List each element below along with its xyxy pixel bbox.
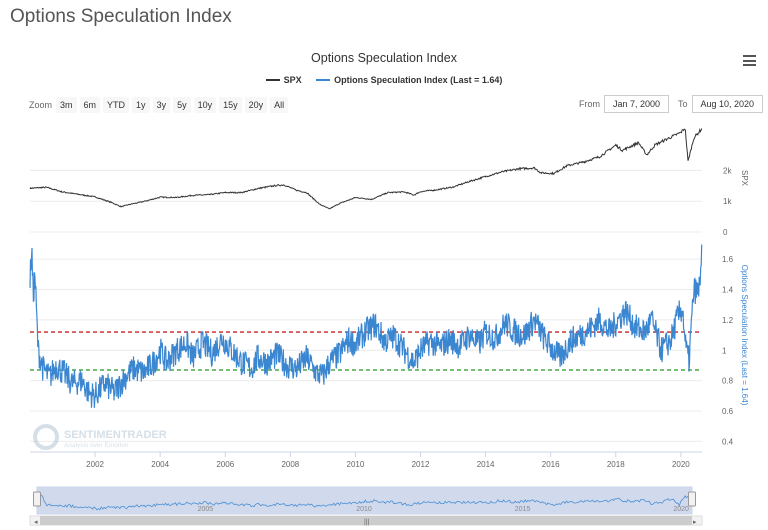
zoom-button-3y[interactable]: 3y	[152, 97, 171, 113]
range-from-label: From	[579, 99, 600, 109]
zoom-button-10y[interactable]: 10y	[193, 97, 217, 113]
osi-tick-label: 1.4	[722, 286, 734, 295]
chart-title: Options Speculation Index	[311, 51, 457, 65]
legend-swatch-osi	[316, 79, 331, 81]
spx-tick-label: 0	[723, 228, 728, 237]
spx-tick-label: 2k	[723, 166, 732, 175]
zoom-button-15y[interactable]: 15y	[219, 97, 242, 113]
legend-label-osi: Options Speculation Index (Last = 1.64)	[334, 75, 503, 85]
grid-lines	[30, 169, 702, 442]
osi-tick-label: 0.4	[722, 437, 734, 446]
watermark-logo-icon	[33, 424, 59, 450]
zoom-button-ytd[interactable]: YTD	[103, 97, 130, 113]
navigator-year-label: 2015	[515, 506, 531, 513]
legend-swatch-spx	[265, 79, 280, 81]
zoom-button-6m[interactable]: 6m	[79, 97, 101, 113]
scrollbar-grip-icon[interactable]: |||	[364, 519, 370, 526]
osi-tick-label: 0.8	[722, 377, 734, 386]
scrollbar-thumb[interactable]	[40, 516, 692, 525]
spx-axis-title: SPX	[740, 170, 749, 187]
osi-tick-label: 1.2	[722, 316, 734, 325]
watermark-tagline: Analysis over Emotion	[64, 442, 129, 449]
range-to-input[interactable]: Aug 10, 2020	[691, 95, 764, 113]
osi-axis-title: Options Speculation Index (Last = 1.64)	[740, 265, 749, 406]
x-tick-label: 2010	[347, 460, 365, 469]
x-tick-label: 2016	[542, 460, 560, 469]
navigator-year-label: 2010	[356, 506, 372, 513]
x-tick-label: 2002	[86, 460, 104, 469]
axes: 2k 1k 0 1.6 1.4 1.2 1 0.8 0.6 0.4 2002 2004 2006 2008…	[30, 166, 749, 469]
navigator[interactable]: 2005 2010 2015 2020 ◂ ▸ |||	[29, 486, 703, 526]
watermark-name: SENTIMENTRADER	[64, 429, 167, 441]
x-tick-label: 2006	[216, 460, 234, 469]
legend: SPX Options Speculation Index (Last = 1.…	[0, 73, 768, 85]
zoom-selector: Zoom 3m 6m YTD 1y 3y 5y 10y 15y 20y All	[29, 97, 291, 113]
range-from-input[interactable]: Jan 7, 2000	[604, 95, 670, 113]
x-tick-label: 2012	[412, 460, 430, 469]
zoom-button-3m[interactable]: 3m	[56, 97, 77, 113]
legend-item-osi[interactable]: Options Speculation Index (Last = 1.64)	[316, 75, 502, 85]
zoom-button-20y[interactable]: 20y	[244, 97, 268, 113]
osi-tick-label: 0.6	[722, 407, 734, 416]
spx-tick-label: 1k	[723, 197, 732, 206]
x-tick-label: 2004	[151, 460, 169, 469]
range-to-label: To	[678, 99, 688, 109]
x-tick-label: 2008	[281, 460, 299, 469]
navigator-year-label: 2005	[198, 506, 214, 513]
zoom-button-all[interactable]: All	[270, 97, 289, 113]
zoom-button-1y[interactable]: 1y	[132, 97, 150, 113]
zoom-label: Zoom	[29, 100, 53, 110]
osi-series-line	[29, 244, 703, 408]
x-tick-label: 2014	[477, 460, 495, 469]
zoom-button-5y[interactable]: 5y	[173, 97, 191, 113]
osi-tick-label: 1	[722, 346, 727, 355]
scrollbar-left-arrow-icon[interactable]: ◂	[34, 519, 38, 526]
legend-label-spx: SPX	[283, 75, 302, 85]
navigator-right-handle[interactable]	[688, 491, 696, 507]
spx-series-line	[29, 128, 703, 210]
hamburger-menu-icon[interactable]	[743, 55, 756, 66]
scrollbar-right-arrow-icon[interactable]: ▸	[693, 519, 697, 526]
navigator-year-label: 2020	[673, 506, 689, 513]
osi-tick-label: 1.6	[722, 255, 734, 264]
series-lines	[29, 128, 703, 408]
range-to: To Aug 10, 2020	[678, 95, 764, 113]
navigator-left-handle[interactable]	[33, 491, 41, 507]
x-tick-label: 2018	[607, 460, 625, 469]
range-from: From Jan 7, 2000	[579, 95, 670, 113]
navigator-window[interactable]	[36, 486, 693, 515]
x-tick-label: 2020	[672, 460, 690, 469]
legend-item-spx[interactable]: SPX	[265, 75, 302, 85]
navigator-series-line	[36, 492, 691, 511]
page-title: Options Speculation Index	[10, 6, 232, 27]
watermark: SENTIMENTRADER Analysis over Emotion	[33, 424, 167, 450]
